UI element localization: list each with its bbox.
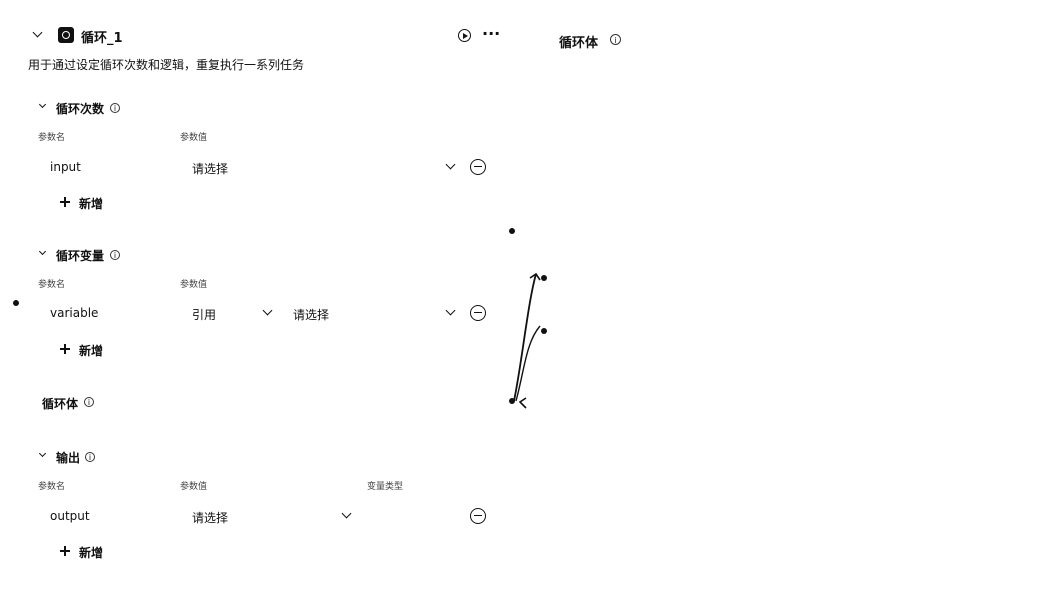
connector-dot-top[interactable]: [509, 228, 515, 234]
collapse-chevron-icon[interactable]: [32, 27, 43, 38]
loop-vars-info-icon[interactable]: i: [110, 250, 120, 260]
output-add-plus-icon[interactable]: [60, 546, 70, 556]
output-chevron-icon[interactable]: [38, 449, 47, 458]
loop-count-chevron-icon[interactable]: [38, 100, 47, 109]
loop-count-add-plus-icon[interactable]: [60, 197, 70, 207]
loop-count-select-chevron-icon[interactable]: [445, 159, 456, 170]
loop-count-info-icon[interactable]: i: [110, 103, 120, 113]
output-col-name: 参数名: [38, 482, 66, 492]
connector-dot-bottom[interactable]: [509, 398, 515, 404]
loop-vars-col-name: 参数名: [38, 280, 66, 290]
output-select-chevron-icon[interactable]: [341, 508, 352, 519]
loop-vars-add-plus-icon[interactable]: [60, 344, 70, 354]
output-param-value-select[interactable]: 请选择: [192, 511, 229, 525]
output-info-icon[interactable]: i: [85, 452, 95, 462]
loop-body-info-icon[interactable]: i: [84, 397, 94, 407]
output-title: 输出: [56, 451, 81, 465]
loop-vars-param-name[interactable]: variable: [50, 306, 99, 320]
loop-vars-chevron-icon[interactable]: [38, 247, 47, 256]
left-connector-dot[interactable]: [13, 300, 19, 306]
loop-count-remove-icon[interactable]: [470, 159, 486, 175]
loop-count-param-value-select[interactable]: 请选择: [192, 162, 229, 176]
loop-vars-ref-select[interactable]: 引用: [192, 308, 217, 322]
output-col-value: 参数值: [180, 482, 208, 492]
loop-logo-icon: [58, 27, 74, 43]
right-panel-title: 循环体: [559, 36, 599, 51]
more-options-icon[interactable]: ···: [482, 24, 501, 43]
loop-vars-value-chevron-icon[interactable]: [445, 305, 456, 316]
node-description: 用于通过设定循环次数和逻辑，重复执行一系列任务: [28, 58, 305, 72]
loop-count-add-button[interactable]: 新增: [79, 197, 104, 211]
output-col-type: 变量类型: [367, 482, 404, 492]
loop-count-col-value: 参数值: [180, 133, 208, 143]
connector-dot-right-2[interactable]: [541, 328, 547, 334]
loop-count-title: 循环次数: [56, 102, 105, 116]
connector-dot-right-1[interactable]: [541, 275, 547, 281]
loop-count-param-name[interactable]: input: [50, 160, 81, 174]
loop-count-col-name: 参数名: [38, 133, 66, 143]
loop-vars-remove-icon[interactable]: [470, 305, 486, 321]
output-add-button[interactable]: 新增: [79, 546, 104, 560]
loop-vars-ref-chevron-icon[interactable]: [262, 305, 273, 316]
run-icon[interactable]: [458, 29, 471, 42]
loop-vars-title: 循环变量: [56, 249, 105, 263]
loop-vars-add-button[interactable]: 新增: [79, 344, 104, 358]
loop-vars-col-value: 参数值: [180, 280, 208, 290]
output-remove-icon[interactable]: [470, 508, 486, 524]
connector-lines: [513, 272, 541, 409]
loop-body-title: 循环体: [42, 397, 79, 411]
node-title[interactable]: 循环_1: [81, 31, 123, 46]
right-panel-info-icon[interactable]: i: [610, 34, 621, 45]
loop-vars-value-select[interactable]: 请选择: [293, 308, 330, 322]
output-param-name[interactable]: output: [50, 509, 90, 523]
